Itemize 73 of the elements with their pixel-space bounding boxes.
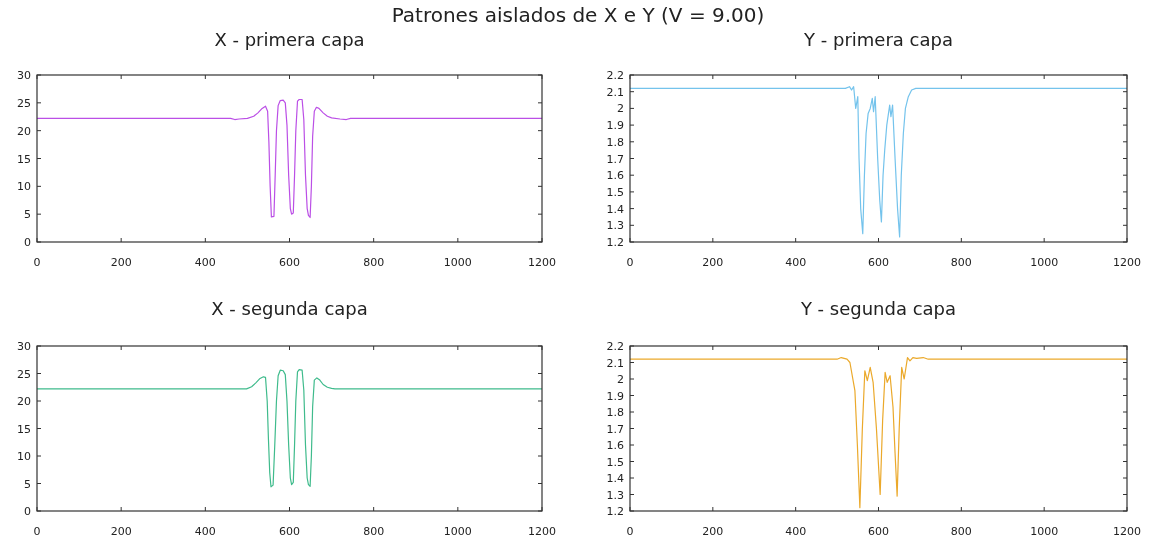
y-tick-label: 1.7 xyxy=(606,152,624,166)
y-tick-label: 1.6 xyxy=(606,169,624,183)
y-tick-label: 25 xyxy=(17,367,31,381)
x-tick-label: 0 xyxy=(33,256,41,269)
y-tick-label: 1.2 xyxy=(606,236,624,249)
x-tick-label: 200 xyxy=(110,256,132,269)
y-tick-label: 1.6 xyxy=(606,439,624,452)
y-tick-label: 5 xyxy=(24,477,31,491)
y-tick-label: 2.1 xyxy=(606,85,624,99)
line-series xyxy=(36,98,543,219)
line-series xyxy=(36,369,543,488)
x-tick-label: 200 xyxy=(702,525,724,538)
y-tick-label: 2.2 xyxy=(606,69,624,82)
x-tick-label: 200 xyxy=(110,525,132,538)
chart-title: Y - primera capa xyxy=(803,29,953,50)
text: Patrones aislados de X e Y (V = 9.00) xyxy=(391,3,765,27)
y-tick-label: 20 xyxy=(17,395,31,408)
y-tick-label: 15 xyxy=(17,422,31,436)
y-tick-label: 2.1 xyxy=(606,356,624,370)
x-tick-label: 0 xyxy=(626,256,634,269)
y-tick-label: 0 xyxy=(24,236,31,249)
x-tick-label: 1200 xyxy=(528,256,556,269)
x-tick-label: 800 xyxy=(950,525,972,538)
x-tick-label: 600 xyxy=(868,525,889,538)
y-tick-label: 30 xyxy=(17,69,31,82)
x-tick-label: 1200 xyxy=(528,525,556,538)
x-tick-label: 1200 xyxy=(1113,256,1141,269)
y-tick-label: 2.2 xyxy=(606,340,624,353)
y-tick-label: 1.8 xyxy=(606,406,624,419)
y-tick-label: 1.3 xyxy=(606,219,624,233)
line-series xyxy=(629,86,1128,238)
y-tick-label: 1.3 xyxy=(606,488,624,502)
chart-title: Y - segunda capa xyxy=(799,298,957,319)
line-series xyxy=(629,356,1128,509)
x-tick-label: 800 xyxy=(950,256,972,269)
y-tick-label: 25 xyxy=(17,96,31,110)
y-tick-label: 1.9 xyxy=(606,119,624,133)
x-tick-label: 0 xyxy=(626,525,634,538)
chart-title: X - primera capa xyxy=(214,29,365,50)
y-tick-label: 1.2 xyxy=(606,505,624,518)
x-tick-label: 1000 xyxy=(443,525,472,538)
x-tick-label: 800 xyxy=(363,256,385,269)
y-tick-label: 30 xyxy=(17,340,31,353)
y-tick-label: 1.8 xyxy=(606,135,624,149)
x-tick-label: 800 xyxy=(363,525,385,538)
y-tick-label: 10 xyxy=(17,450,31,463)
y-tick-label: 5 xyxy=(24,208,31,222)
x-tick-label: 600 xyxy=(279,256,300,269)
x-tick-label: 400 xyxy=(785,256,807,269)
x-tick-label: 200 xyxy=(702,256,724,269)
y-tick-label: 2 xyxy=(617,373,624,386)
chart-title: X - segunda capa xyxy=(211,298,368,319)
x-tick-label: 400 xyxy=(194,256,216,269)
y-tick-label: 1.4 xyxy=(606,202,624,216)
x-tick-label: 1000 xyxy=(1030,256,1059,269)
x-tick-label: 0 xyxy=(33,525,41,538)
y-tick-label: 10 xyxy=(17,180,31,194)
y-tick-label: 15 xyxy=(17,152,31,166)
x-tick-label: 1200 xyxy=(1113,525,1141,538)
y-tick-label: 1.7 xyxy=(606,422,624,436)
x-tick-label: 400 xyxy=(194,525,216,538)
x-tick-label: 400 xyxy=(785,525,807,538)
x-tick-label: 600 xyxy=(868,256,889,269)
y-tick-label: 2 xyxy=(617,102,624,116)
x-tick-label: 1000 xyxy=(1030,525,1059,538)
y-tick-label: 1.5 xyxy=(606,455,624,469)
y-tick-label: 1.4 xyxy=(606,472,624,485)
x-tick-label: 1000 xyxy=(443,256,472,269)
x-tick-label: 600 xyxy=(279,525,300,538)
y-tick-label: 20 xyxy=(17,124,31,138)
y-tick-label: 0 xyxy=(24,505,31,518)
y-tick-label: 1.9 xyxy=(606,389,624,403)
y-tick-label: 1.5 xyxy=(606,185,624,199)
